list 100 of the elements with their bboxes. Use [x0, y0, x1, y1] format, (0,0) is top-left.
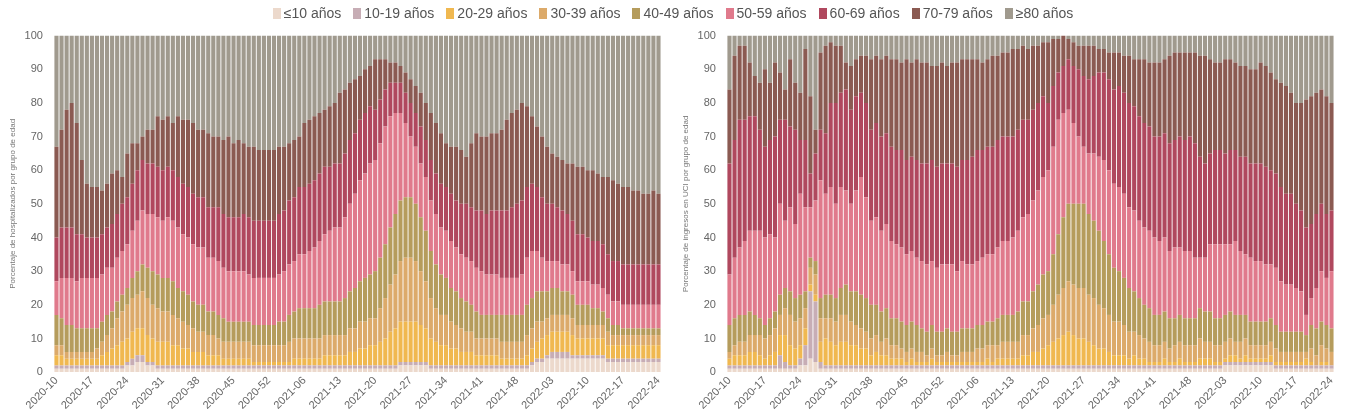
bar [443, 314, 449, 346]
bar [271, 277, 277, 326]
y-tick-label: 50 [30, 196, 43, 209]
bar [534, 362, 540, 373]
bar [949, 62, 955, 164]
y-tick-label: 90 [703, 62, 716, 75]
bar [813, 294, 818, 302]
bar [180, 321, 186, 349]
bar [180, 365, 186, 369]
bar [448, 365, 454, 369]
bar [615, 35, 621, 184]
bar [1111, 35, 1117, 53]
bar [1035, 365, 1041, 369]
bar [944, 328, 950, 352]
bar [939, 355, 945, 363]
bar [767, 355, 773, 366]
bar [620, 362, 626, 373]
bar [1116, 35, 1122, 53]
bar [620, 35, 626, 188]
bar [1207, 35, 1213, 60]
bar [185, 365, 191, 369]
bar [1025, 49, 1031, 120]
bar [99, 355, 105, 366]
bar [1111, 52, 1117, 90]
bar [185, 325, 191, 349]
bar [1283, 351, 1289, 363]
y-tick-label: 100 [697, 28, 716, 41]
bar [271, 325, 277, 346]
bar [276, 213, 282, 275]
bar [1025, 35, 1031, 50]
bar [1202, 35, 1208, 56]
bar [266, 277, 272, 326]
bar [858, 365, 864, 369]
y-tick-label: 0 [709, 365, 716, 378]
bar [1207, 365, 1213, 369]
legend-label: 70-79 años [922, 5, 993, 21]
y-tick-label: 80 [703, 95, 716, 108]
y-tick-label: 60 [30, 163, 43, 176]
bar [1288, 193, 1294, 285]
bar [767, 35, 773, 83]
bar [1202, 311, 1208, 342]
bar [185, 294, 191, 326]
bar [94, 237, 100, 278]
bar [620, 304, 626, 329]
bar [772, 62, 778, 137]
bar [1288, 284, 1294, 332]
bar [1035, 351, 1041, 366]
bar [1293, 351, 1299, 363]
bar [1030, 328, 1036, 352]
bar [615, 261, 621, 302]
bar [94, 187, 100, 238]
bar [1268, 355, 1273, 363]
bar [276, 345, 282, 363]
bar [939, 62, 945, 164]
bar [615, 345, 621, 359]
bar [944, 351, 950, 363]
bar [362, 365, 368, 369]
bar [1293, 287, 1299, 332]
bar [1030, 365, 1036, 369]
bar [276, 321, 282, 346]
bar [1116, 355, 1122, 366]
bar [944, 65, 950, 164]
bar [949, 355, 955, 363]
y-axis-title: Porcentaje de hospitalizados por grupo de edad [8, 118, 17, 289]
bar [1197, 338, 1203, 359]
y-tick-label: 30 [703, 264, 716, 277]
bar [94, 277, 100, 329]
bar [1283, 331, 1289, 352]
bar [858, 176, 864, 295]
bar [1121, 355, 1127, 366]
bar [1202, 365, 1208, 369]
y-tick-label: 20 [703, 297, 716, 310]
bar [858, 328, 864, 349]
y-tick-label: 0 [36, 365, 43, 378]
bar [939, 264, 945, 332]
bar [180, 348, 186, 366]
bar [266, 345, 272, 363]
bar [1197, 365, 1203, 369]
y-tick-label: 80 [30, 95, 43, 108]
bar [190, 328, 196, 352]
legend-label: 40-49 años [643, 5, 714, 21]
bar [620, 187, 626, 265]
bar [944, 264, 950, 329]
bar [180, 35, 186, 120]
bar [443, 35, 449, 144]
y-tick-label: 40 [703, 230, 716, 243]
bar [448, 348, 454, 366]
bar [803, 328, 808, 346]
bar [615, 362, 621, 373]
legend-label: 60-69 años [829, 5, 900, 21]
bar [266, 325, 272, 346]
bar [352, 35, 358, 80]
bar [949, 331, 955, 356]
y-tick-label: 30 [30, 264, 43, 277]
bar [767, 365, 773, 369]
bar [94, 35, 100, 188]
bar [853, 345, 859, 366]
bar [615, 183, 621, 262]
y-tick-label: 40 [30, 230, 43, 243]
bar [1116, 321, 1122, 356]
